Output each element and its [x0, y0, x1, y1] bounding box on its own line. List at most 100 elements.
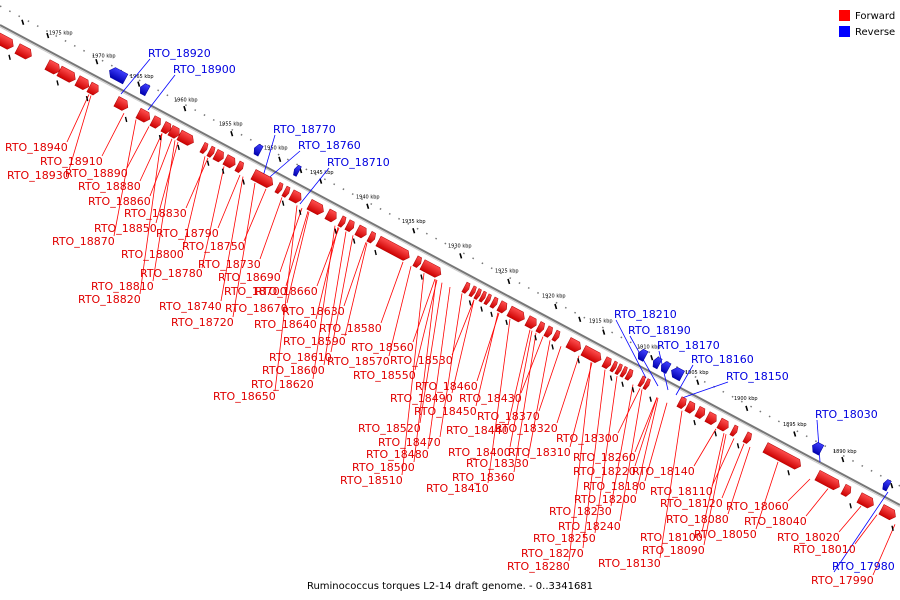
forward-gene-label[interactable]: RTO_18670 [225, 302, 288, 315]
forward-gene-label[interactable]: RTO_18790 [156, 227, 219, 240]
forward-gene-block[interactable] [551, 329, 562, 342]
forward-gene-block[interactable] [56, 65, 78, 84]
forward-gene-label[interactable]: RTO_18730 [198, 258, 261, 271]
forward-gene-block[interactable] [199, 141, 210, 154]
forward-gene-block[interactable] [44, 59, 63, 76]
forward-gene-label[interactable]: RTO_18570 [327, 355, 390, 368]
forward-gene-block[interactable] [337, 215, 348, 228]
forward-gene-block[interactable] [354, 224, 369, 239]
forward-gene-label[interactable]: RTO_18890 [65, 167, 128, 180]
reverse-gene-block[interactable] [669, 366, 685, 382]
forward-gene-label[interactable]: RTO_18180 [583, 480, 646, 493]
forward-gene-label[interactable]: RTO_18460 [415, 380, 478, 393]
forward-gene-label[interactable]: RTO_18740 [159, 300, 222, 313]
forward-gene-block[interactable] [274, 181, 285, 194]
reverse-gene-block[interactable] [107, 66, 129, 85]
forward-gene-label[interactable]: RTO_18130 [598, 557, 661, 570]
reverse-gene-label[interactable]: RTO_17980 [832, 560, 895, 573]
forward-gene-block[interactable] [742, 431, 753, 445]
reverse-gene-label[interactable]: RTO_18770 [273, 123, 336, 136]
forward-gene-label[interactable]: RTO_18600 [262, 364, 325, 377]
forward-gene-block[interactable] [167, 124, 182, 139]
reverse-gene-block[interactable] [252, 143, 264, 157]
reverse-gene-block[interactable] [138, 82, 151, 97]
forward-gene-label[interactable]: RTO_18500 [352, 461, 415, 474]
forward-gene-label[interactable]: RTO_18860 [88, 195, 151, 208]
forward-gene-label[interactable]: RTO_18240 [558, 520, 621, 533]
forward-gene-label[interactable]: RTO_18120 [660, 497, 723, 510]
reverse-gene-block[interactable] [636, 348, 649, 362]
forward-gene-block[interactable] [580, 345, 604, 365]
forward-gene-block[interactable] [535, 321, 546, 335]
forward-gene-block[interactable] [609, 360, 619, 373]
reverse-gene-label[interactable]: RTO_18030 [815, 408, 878, 421]
forward-gene-block[interactable] [222, 154, 238, 170]
forward-gene-block[interactable] [619, 365, 629, 378]
forward-gene-block[interactable] [496, 300, 509, 314]
forward-gene-label[interactable]: RTO_18810 [91, 280, 154, 293]
forward-gene-label[interactable]: RTO_18630 [282, 305, 345, 318]
forward-gene-label[interactable]: RTO_18910 [40, 155, 103, 168]
forward-gene-block[interactable] [0, 32, 16, 51]
forward-gene-label[interactable]: RTO_18090 [642, 544, 705, 557]
forward-gene-block[interactable] [281, 185, 292, 198]
forward-gene-block[interactable] [856, 492, 876, 510]
forward-gene-block[interactable] [288, 189, 304, 205]
forward-gene-block[interactable] [624, 368, 635, 381]
forward-gene-label[interactable]: RTO_18410 [426, 482, 489, 495]
forward-gene-label[interactable]: RTO_18080 [666, 513, 729, 526]
forward-gene-label[interactable]: RTO_18700 [224, 285, 287, 298]
forward-gene-label[interactable]: RTO_18040 [744, 515, 807, 528]
forward-gene-label[interactable]: RTO_18850 [94, 222, 157, 235]
forward-gene-block[interactable] [324, 208, 339, 223]
forward-gene-label[interactable]: RTO_18530 [390, 354, 453, 367]
forward-gene-block[interactable] [74, 75, 92, 92]
forward-gene-block[interactable] [506, 305, 527, 324]
reverse-gene-label[interactable]: RTO_18710 [327, 156, 390, 169]
forward-gene-label[interactable]: RTO_18370 [477, 410, 540, 423]
reverse-gene-label[interactable]: RTO_18150 [726, 370, 789, 383]
forward-gene-block[interactable] [694, 405, 707, 419]
forward-gene-label[interactable]: RTO_18430 [459, 392, 522, 405]
forward-gene-label[interactable]: RTO_18100 [640, 531, 703, 544]
forward-gene-label[interactable]: RTO_18020 [777, 531, 840, 544]
forward-gene-block[interactable] [306, 199, 326, 216]
forward-gene-label[interactable]: RTO_18620 [251, 378, 314, 391]
forward-gene-label[interactable]: RTO_18310 [508, 446, 571, 459]
forward-gene-label[interactable]: RTO_18820 [78, 293, 141, 306]
forward-gene-block[interactable] [412, 255, 423, 269]
reverse-gene-label[interactable]: RTO_18160 [691, 353, 754, 366]
forward-gene-label[interactable]: RTO_18870 [52, 235, 115, 248]
forward-gene-label[interactable]: RTO_18940 [5, 141, 68, 154]
forward-gene-label[interactable]: RTO_18220 [573, 465, 636, 478]
reverse-gene-block[interactable] [651, 356, 663, 370]
forward-gene-label[interactable]: RTO_18320 [495, 422, 558, 435]
forward-gene-block[interactable] [149, 115, 163, 130]
forward-gene-block[interactable] [135, 107, 153, 124]
forward-gene-label[interactable]: RTO_18640 [254, 318, 317, 331]
forward-gene-label[interactable]: RTO_18440 [446, 424, 509, 437]
forward-gene-label[interactable]: RTO_18360 [452, 471, 515, 484]
forward-gene-block[interactable] [478, 290, 488, 303]
forward-gene-label[interactable]: RTO_18830 [124, 207, 187, 220]
forward-gene-label[interactable]: RTO_18300 [556, 432, 619, 445]
reverse-gene-block[interactable] [292, 164, 302, 177]
forward-gene-block[interactable] [366, 231, 377, 244]
forward-gene-block[interactable] [814, 469, 842, 491]
forward-gene-block[interactable] [250, 169, 276, 190]
forward-gene-label[interactable]: RTO_18230 [549, 505, 612, 518]
forward-gene-label[interactable]: RTO_18280 [507, 560, 570, 573]
reverse-gene-block[interactable] [810, 441, 825, 456]
forward-gene-block[interactable] [614, 363, 624, 376]
forward-gene-block[interactable] [676, 396, 688, 410]
forward-gene-block[interactable] [206, 145, 217, 158]
forward-gene-label[interactable]: RTO_18520 [358, 422, 421, 435]
forward-gene-label[interactable]: RTO_18800 [121, 248, 184, 261]
forward-gene-block[interactable] [160, 121, 173, 135]
forward-gene-block[interactable] [565, 337, 584, 354]
forward-gene-label[interactable]: RTO_18010 [793, 543, 856, 556]
reverse-gene-block[interactable] [881, 479, 892, 492]
forward-gene-label[interactable]: RTO_18050 [694, 528, 757, 541]
forward-gene-block[interactable] [543, 325, 554, 339]
forward-gene-block[interactable] [86, 81, 101, 96]
